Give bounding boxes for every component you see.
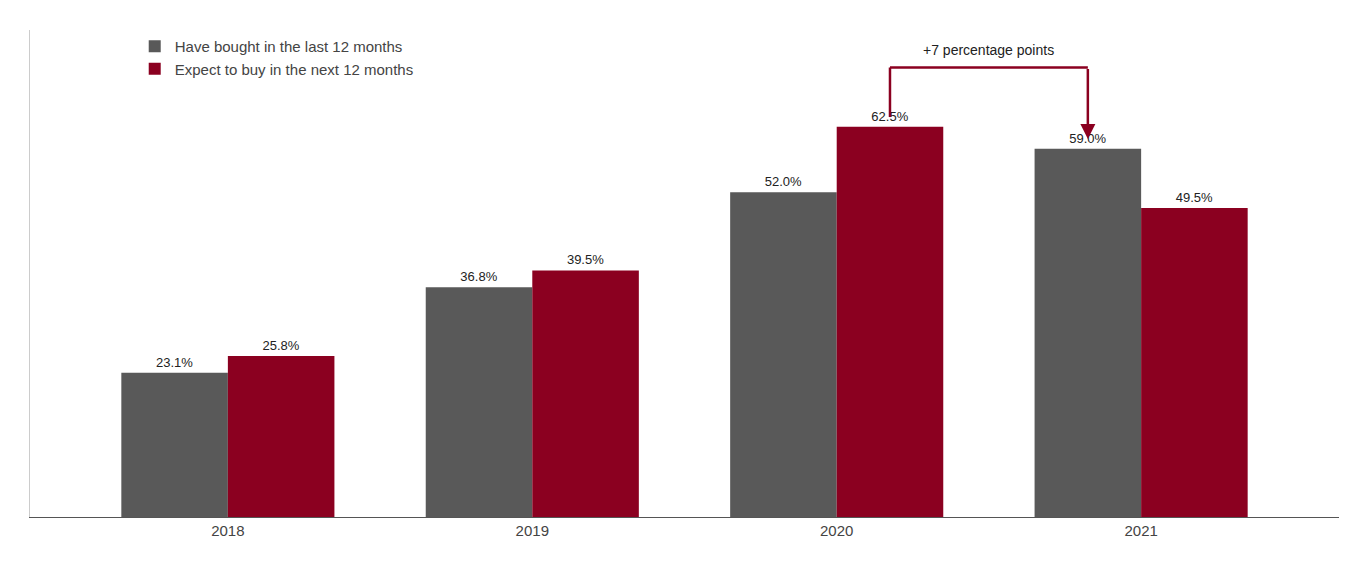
svg-text:2021: 2021 bbox=[1124, 522, 1157, 539]
svg-text:25.8%: 25.8% bbox=[262, 338, 299, 353]
svg-text:62.5%: 62.5% bbox=[871, 109, 908, 124]
svg-text:2019: 2019 bbox=[516, 522, 549, 539]
svg-text:Have bought in the last 12 mon: Have bought in the last 12 months bbox=[175, 38, 403, 55]
svg-text:2018: 2018 bbox=[211, 522, 244, 539]
svg-text:Expect to buy in the next 12 m: Expect to buy in the next 12 months bbox=[175, 61, 413, 78]
svg-text:52.0%: 52.0% bbox=[765, 174, 802, 189]
svg-text:23.1%: 23.1% bbox=[156, 355, 193, 370]
svg-text:2020: 2020 bbox=[820, 522, 853, 539]
svg-text:59.0%: 59.0% bbox=[1069, 131, 1106, 146]
svg-text:36.8%: 36.8% bbox=[460, 269, 497, 284]
svg-text:39.5%: 39.5% bbox=[567, 252, 604, 267]
svg-text:49.5%: 49.5% bbox=[1176, 190, 1213, 205]
svg-text:+7 percentage points: +7 percentage points bbox=[923, 42, 1054, 58]
